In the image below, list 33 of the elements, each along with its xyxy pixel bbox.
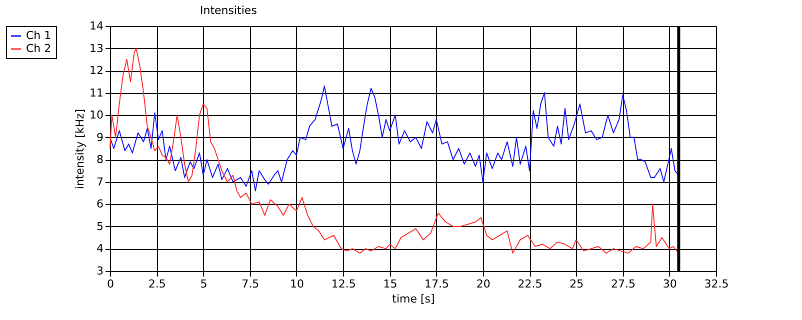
legend-label: Ch 1: [26, 29, 52, 42]
x-tick-label: 15: [383, 278, 398, 290]
y-tick-label: 14: [90, 20, 104, 32]
line-series: [110, 86, 680, 192]
x-tick-label: 25: [570, 278, 584, 290]
y-tick-label: 13: [90, 42, 104, 55]
line-series: [110, 48, 680, 254]
x-tick-label: 22.5: [518, 278, 542, 290]
x-tick-label: 2.5: [148, 278, 166, 290]
chart-title: Intensities: [200, 4, 258, 17]
x-tick-label: 20: [476, 278, 490, 290]
y-tick-label: 10: [90, 108, 104, 122]
y-tick-label: 3: [96, 264, 104, 278]
x-tick-label: 32.5: [704, 278, 729, 290]
x-axis-title: time [s]: [392, 292, 435, 306]
x-tick-label: 17.5: [424, 278, 450, 290]
y-tick-label: 9: [96, 130, 104, 144]
y-tick-label: 11: [90, 86, 104, 100]
x-tick-label: 0: [107, 278, 114, 290]
x-tick-label: 5: [200, 278, 208, 290]
x-tick-label: 30: [662, 278, 677, 290]
x-tick-label: 10: [290, 278, 304, 290]
y-tick-label: 7: [96, 175, 104, 188]
y-tick-label: 12: [90, 64, 104, 78]
y-axis-title: intensity [kHz]: [74, 108, 87, 190]
x-tick-label: 27.5: [611, 278, 636, 290]
y-tick-label: 8: [96, 153, 104, 166]
legend-label: Ch 2: [26, 42, 52, 55]
y-tick-label: 4: [96, 242, 104, 256]
y-tick-label: 5: [96, 220, 104, 233]
y-tick-label: 6: [96, 198, 104, 211]
x-tick-label: 7.5: [242, 278, 260, 290]
x-tick-label: 12.5: [331, 278, 356, 290]
